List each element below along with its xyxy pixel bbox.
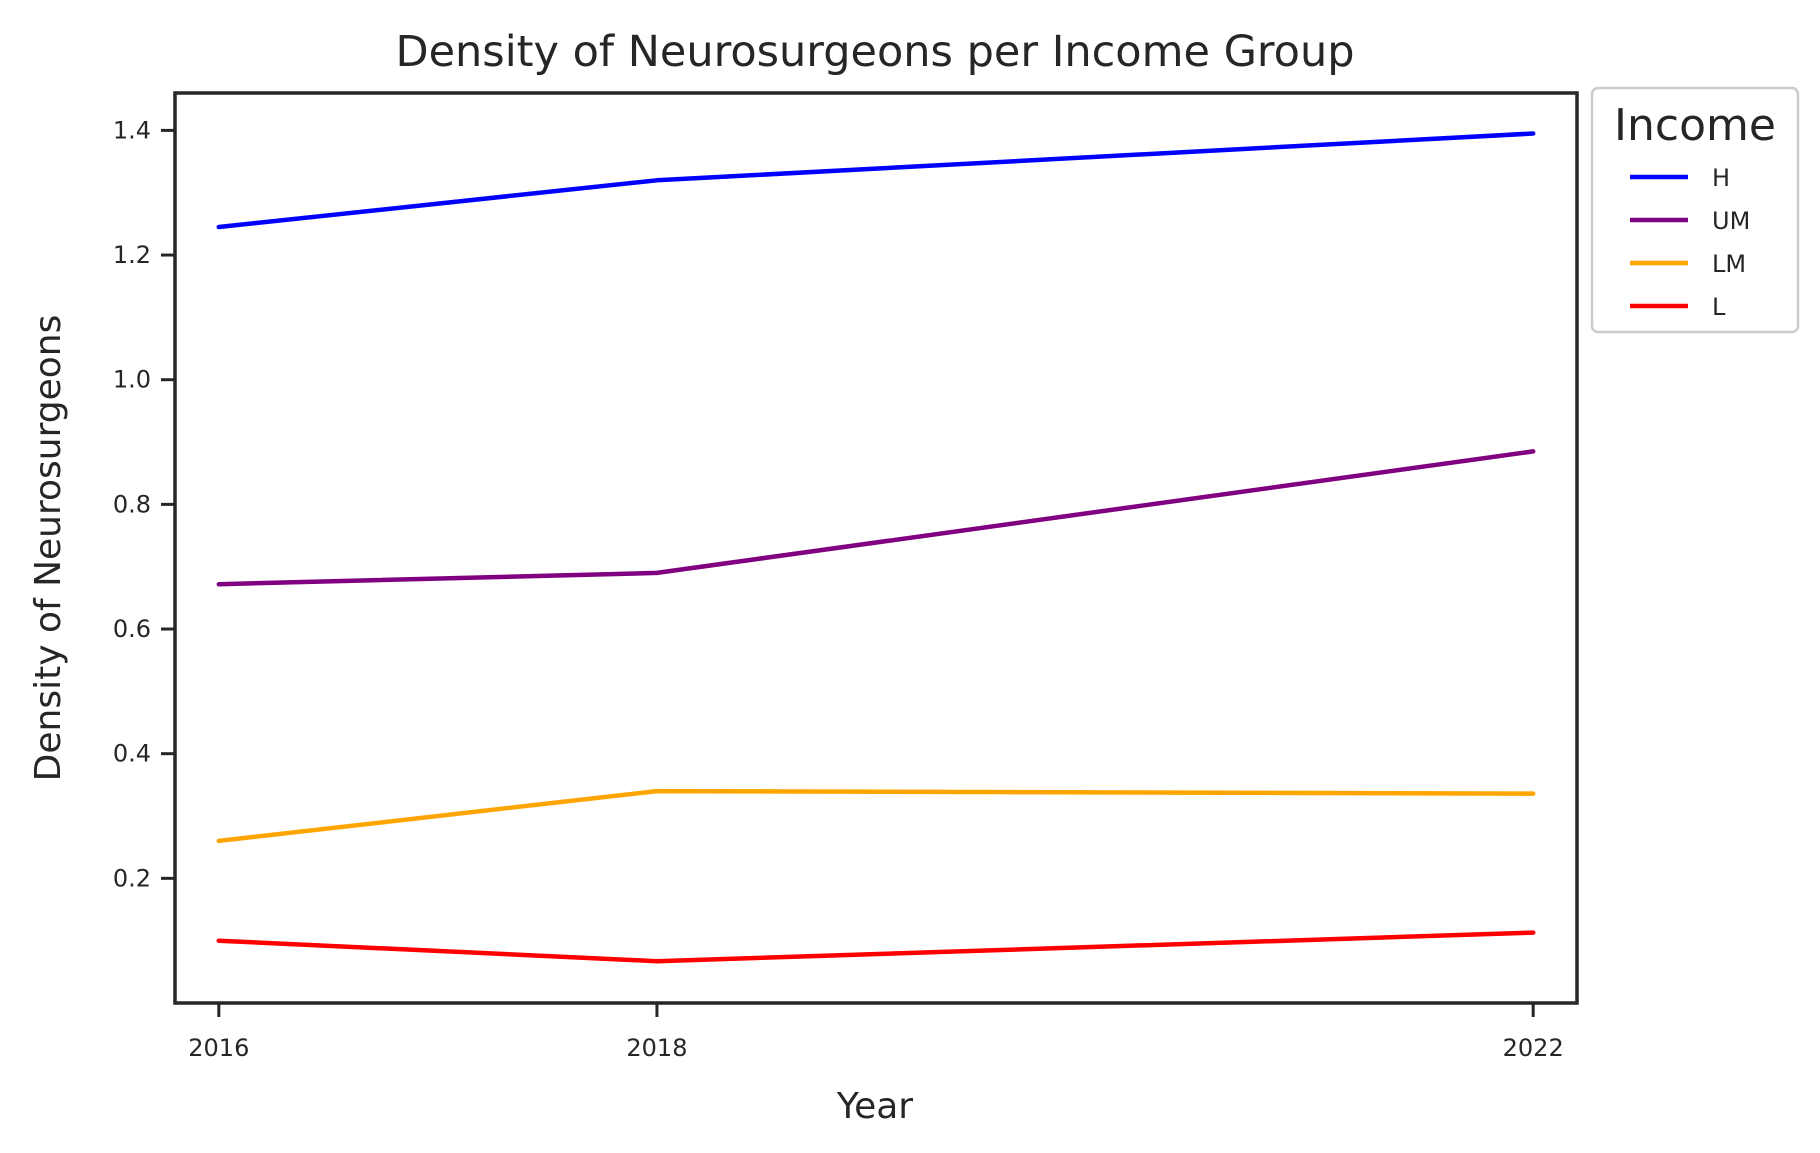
y-tick-label: 1.4 bbox=[113, 116, 151, 144]
series-line-um bbox=[216, 449, 1536, 587]
chart-title: Density of Neurosurgeons per Income Grou… bbox=[395, 27, 1354, 77]
series-line-h bbox=[216, 131, 1536, 230]
legend-title: Income bbox=[1614, 100, 1776, 151]
x-tick-label: 2016 bbox=[188, 1034, 249, 1062]
series-line-lm bbox=[216, 788, 1536, 844]
legend: Income H UM LM L bbox=[1590, 86, 1800, 334]
plot-area bbox=[216, 131, 1536, 964]
y-tick-label: 0.6 bbox=[113, 615, 151, 643]
y-tick-label: 1.0 bbox=[113, 366, 151, 394]
legend-label-h: H bbox=[1712, 164, 1730, 192]
x-axis: 2016 2018 2022 bbox=[188, 1003, 1564, 1062]
legend-label-um: UM bbox=[1712, 207, 1750, 235]
x-tick-label: 2018 bbox=[626, 1034, 687, 1062]
legend-frame bbox=[1590, 86, 1800, 334]
y-tick-label: 0.4 bbox=[113, 740, 151, 768]
y-tick-label: 0.2 bbox=[113, 864, 151, 892]
x-tick-label: 2022 bbox=[1503, 1034, 1564, 1062]
plot-frame bbox=[173, 91, 1579, 1005]
y-tick-label: 0.8 bbox=[113, 490, 151, 518]
series-line-l bbox=[216, 930, 1536, 964]
y-axis: 0.2 0.4 0.6 0.8 1.0 1.2 1.4 bbox=[113, 116, 175, 892]
legend-label-lm: LM bbox=[1712, 250, 1746, 278]
legend-label-l: L bbox=[1712, 293, 1726, 321]
y-tick-label: 1.2 bbox=[113, 241, 151, 269]
y-axis-label: Density of Neurosurgeons bbox=[28, 315, 69, 782]
x-axis-label: Year bbox=[836, 1086, 913, 1127]
